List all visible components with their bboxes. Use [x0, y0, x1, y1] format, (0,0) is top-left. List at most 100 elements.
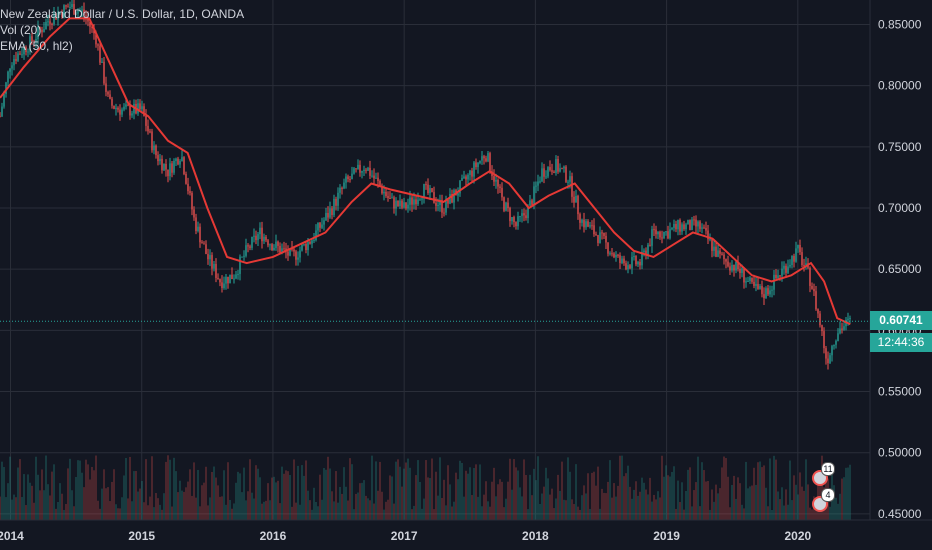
- volume-bar: [329, 468, 331, 520]
- candle-body: [813, 288, 815, 292]
- candle-body: [501, 187, 503, 198]
- candle-body: [461, 177, 463, 181]
- volume-bar: [527, 509, 529, 520]
- volume-bar: [75, 476, 77, 520]
- candle-body: [347, 176, 349, 180]
- volume-bar: [247, 491, 249, 520]
- candle-body: [579, 214, 581, 223]
- volume-bar: [65, 504, 67, 520]
- candle-body: [379, 181, 381, 187]
- candle-body: [413, 199, 415, 205]
- volume-bar: [565, 500, 567, 520]
- volume-bar: [79, 460, 81, 520]
- time-axis[interactable]: 2014 2015 2016 2017 2018 2019 2020: [0, 529, 811, 543]
- volume-bar: [499, 479, 501, 520]
- volume-bar: [111, 481, 113, 520]
- candle-body: [353, 168, 355, 174]
- candle-body: [493, 176, 495, 182]
- candle-body: [173, 160, 175, 173]
- volume-bar: [747, 488, 749, 520]
- candle-body: [363, 169, 365, 172]
- volume-bar: [323, 468, 325, 520]
- candle-body: [205, 244, 207, 255]
- ema-indicator-label[interactable]: EMA (50, hl2): [0, 39, 73, 53]
- volume-bar: [127, 498, 129, 520]
- candle-body: [303, 243, 305, 245]
- candle-body: [235, 274, 237, 279]
- volume-bar: [445, 505, 447, 520]
- volume-bar: [507, 481, 509, 520]
- volume-bar: [35, 456, 37, 520]
- candle-body: [11, 65, 13, 69]
- volume-bar: [139, 488, 141, 520]
- volume-bar: [839, 493, 841, 520]
- candle-body: [293, 249, 295, 252]
- candle-body: [319, 222, 321, 228]
- volume-bar: [209, 497, 211, 520]
- candle-body: [673, 224, 675, 228]
- volume-bar: [613, 483, 615, 520]
- candle-body: [195, 217, 197, 232]
- volume-bar: [365, 495, 367, 520]
- candle-body: [103, 61, 105, 84]
- candle-body: [181, 157, 183, 161]
- volume-bar: [449, 484, 451, 520]
- volume-bar: [503, 507, 505, 520]
- candle-body: [805, 263, 807, 266]
- volume-bar: [59, 483, 61, 520]
- volume-bar: [649, 477, 651, 520]
- candle-body: [739, 268, 741, 273]
- volume-bar: [9, 456, 11, 520]
- candle-body: [741, 268, 743, 273]
- candle-body: [153, 145, 155, 151]
- candle-body: [633, 256, 635, 258]
- event-count-badge[interactable]: 4: [821, 488, 835, 502]
- candle-body: [419, 199, 421, 201]
- event-count-badge[interactable]: 11: [821, 462, 835, 476]
- candle-body: [57, 12, 59, 20]
- candle-body: [117, 107, 119, 110]
- symbol-title[interactable]: New Zealand Dollar / U.S. Dollar, 1D, OA…: [0, 7, 245, 21]
- candle-body: [775, 274, 777, 279]
- candle-body: [121, 109, 123, 115]
- candle-body: [321, 224, 323, 228]
- candle-body: [555, 158, 557, 173]
- time-tick-label: 2014: [0, 529, 24, 543]
- candle-body: [371, 175, 373, 177]
- volume-bar: [467, 473, 469, 520]
- candle-body: [359, 164, 361, 173]
- candle-body: [583, 219, 585, 228]
- candle-body: [343, 182, 345, 189]
- volume-bar: [459, 460, 461, 520]
- volume-bar: [707, 481, 709, 520]
- volume-bar: [633, 489, 635, 520]
- candle-body: [833, 344, 835, 347]
- volume-bar: [303, 475, 305, 520]
- volume-bar: [129, 456, 131, 520]
- volume-bar: [201, 485, 203, 520]
- candle-body: [791, 255, 793, 265]
- candle-body: [335, 198, 337, 206]
- volume-bar: [29, 482, 31, 520]
- candle-body: [141, 106, 143, 110]
- volume-bar: [803, 490, 805, 520]
- candle-body: [841, 328, 843, 330]
- volume-bar: [17, 467, 19, 520]
- price-tick-label: 0.45000: [878, 507, 922, 521]
- volume-bar: [683, 509, 685, 520]
- grid: [0, 0, 870, 520]
- candle-body: [23, 47, 25, 55]
- candle-body: [445, 199, 447, 213]
- candle-body: [487, 153, 489, 162]
- volume-indicator-label[interactable]: Vol (20): [0, 23, 42, 37]
- candle-body: [207, 254, 209, 260]
- volume-bar: [255, 465, 257, 520]
- volume-bar: [843, 477, 845, 520]
- series-lines: [0, 17, 851, 326]
- price-tick-label: 0.65000: [878, 262, 922, 276]
- candle-body: [651, 229, 653, 246]
- volume-bar: [583, 485, 585, 520]
- volume-bar: [331, 491, 333, 520]
- candle-body: [279, 245, 281, 253]
